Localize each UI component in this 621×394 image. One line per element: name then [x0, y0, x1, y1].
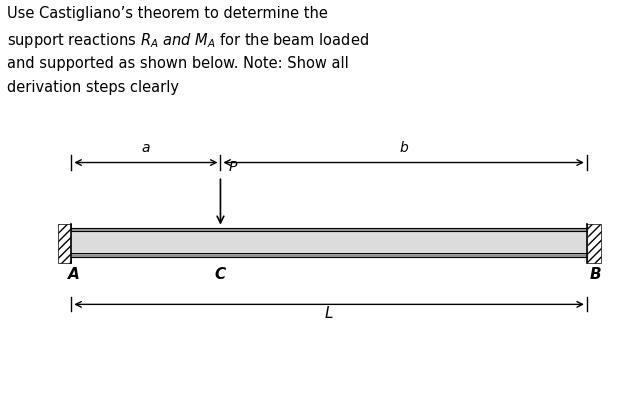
Text: Use Castigliano’s theorem to determine the: Use Castigliano’s theorem to determine t…: [7, 6, 329, 21]
Text: a: a: [142, 141, 150, 156]
Text: L: L: [325, 307, 333, 322]
Text: A: A: [68, 267, 80, 282]
Text: and supported as shown below. Note: Show all: and supported as shown below. Note: Show…: [7, 56, 349, 71]
Bar: [71, 231, 587, 253]
Text: P: P: [229, 160, 237, 174]
Text: B: B: [590, 267, 602, 282]
Text: C: C: [214, 267, 225, 282]
Bar: [71, 228, 587, 231]
Bar: [58, 224, 71, 263]
Bar: [71, 253, 587, 257]
Text: support reactions $R_A$ $\mathit{and}$ $M_A$ for the beam loaded: support reactions $R_A$ $\mathit{and}$ $…: [7, 31, 369, 50]
Text: derivation steps clearly: derivation steps clearly: [7, 80, 179, 95]
Text: b: b: [399, 141, 408, 156]
Bar: [587, 224, 601, 263]
